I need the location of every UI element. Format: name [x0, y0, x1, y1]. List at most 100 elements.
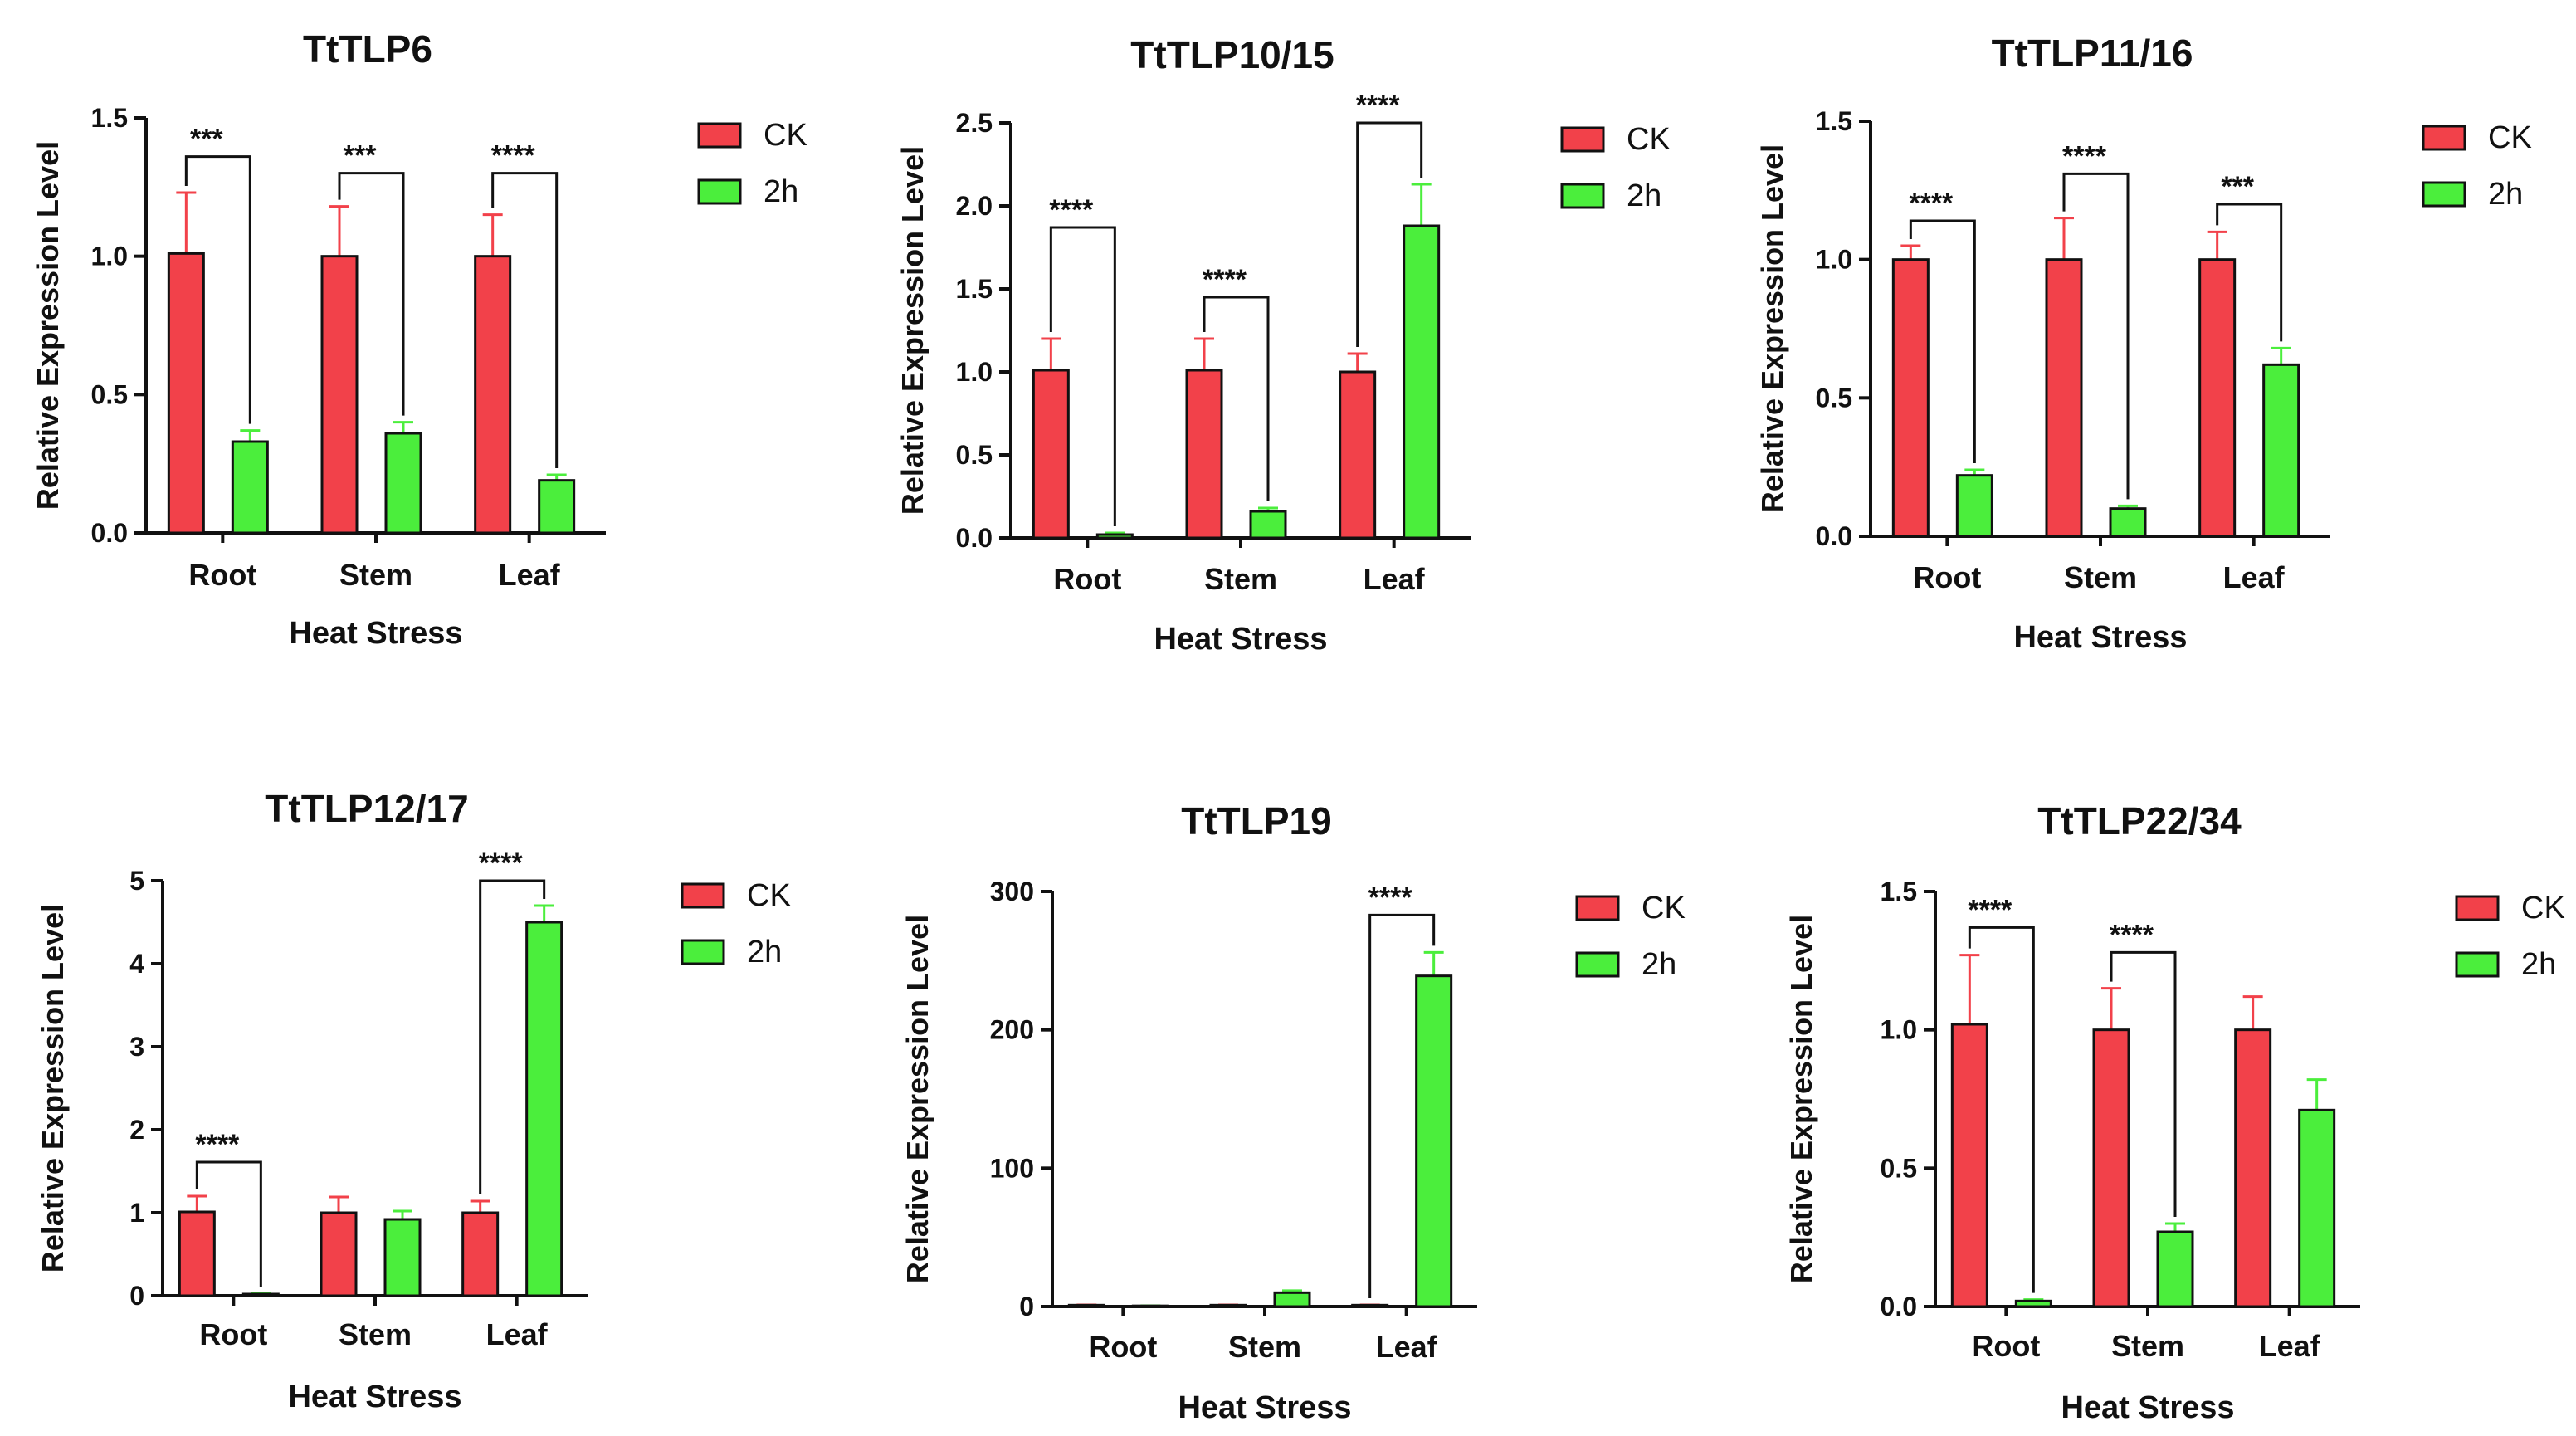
chart-panel-1: TtTLP6 0.0 0.5 1.0 1.5 Relative Expression Le…	[31, 27, 807, 651]
chart-title: TtTLP11/16	[1992, 32, 2193, 75]
significance-label: ****	[1909, 188, 1954, 219]
x-tick-label: Leaf	[2259, 1329, 2321, 1363]
bar-2h-root	[231, 440, 269, 535]
y-tick-label: 1.0	[1816, 245, 1852, 275]
significance-bracket	[1356, 121, 1423, 347]
bar-2h-stem	[383, 1218, 422, 1297]
significance-label: ****	[1968, 894, 2013, 926]
bar-ck-leaf	[461, 1211, 500, 1297]
bar-ck-stem	[1185, 369, 1223, 540]
significance-label: ****	[1368, 882, 1413, 913]
chart-panel-4: TtTLP12/17 0 1 2 3 4 5 Relative Expression Leve…	[36, 787, 791, 1414]
significance-label: ***	[190, 124, 223, 155]
chart-title: TtTLP19	[1181, 799, 1331, 843]
legend-label-2h: 2h	[764, 174, 798, 209]
legend-swatch-ck	[2455, 895, 2500, 921]
significance-label: ****	[195, 1129, 240, 1160]
bar-ck-root	[1950, 1023, 1988, 1308]
x-tick-label: Leaf	[1376, 1330, 1438, 1364]
bar-2h-root	[1095, 533, 1134, 540]
legend-swatch-2h	[1560, 183, 1605, 209]
y-tick-label: 0	[129, 1281, 144, 1311]
significance-bracket	[2062, 172, 2130, 500]
y-tick-label: 2	[129, 1115, 144, 1145]
bar-ck-leaf	[2234, 1028, 2272, 1308]
bar-ck-root	[1032, 369, 1070, 540]
x-tick-label: Root	[1913, 560, 1981, 594]
bar-ck-stem	[320, 1211, 358, 1297]
y-axis-label: Relative Expression Level	[36, 904, 70, 1272]
x-tick-label: Root	[1053, 562, 1121, 596]
x-axis-label: Heat Stress	[2061, 1390, 2234, 1425]
significance-label: ****	[2110, 919, 2154, 950]
y-tick-label: 300	[990, 877, 1034, 906]
bar-2h-stem	[2109, 507, 2147, 538]
bar-2h-stem	[384, 432, 422, 535]
bar-2h-stem	[2156, 1230, 2194, 1308]
x-tick-label: Stem	[2064, 560, 2137, 594]
legend-swatch-2h	[681, 939, 725, 965]
x-tick-label: Stem	[1228, 1330, 1301, 1364]
legend-swatch-ck	[697, 122, 742, 149]
legend-swatch-2h	[2422, 181, 2466, 208]
x-axis-label: Heat Stress	[288, 1380, 461, 1414]
bar-2h-root	[1955, 474, 1993, 538]
legend-label-ck: CK	[2521, 891, 2565, 926]
y-tick-label: 200	[990, 1015, 1034, 1045]
significance-bracket	[195, 1160, 262, 1287]
bar-ck-leaf	[1339, 370, 1377, 540]
x-tick-label: Stem	[2111, 1329, 2184, 1363]
bar-ck-leaf	[1351, 1303, 1389, 1308]
significance-bracket	[184, 155, 251, 424]
legend-swatch-ck	[1560, 126, 1605, 153]
x-axis-label: Heat Stress	[289, 616, 462, 651]
bar-2h-leaf	[2262, 363, 2300, 538]
significance-label: ****	[1203, 264, 1247, 296]
y-tick-label: 0.5	[1881, 1153, 1917, 1183]
x-tick-label: Leaf	[486, 1317, 549, 1351]
y-tick-label: 1.0	[1881, 1015, 1917, 1045]
chart-title: TtTLP22/34	[2037, 799, 2242, 843]
bar-ck-root	[1067, 1303, 1105, 1308]
y-tick-label: 1.5	[956, 274, 993, 304]
y-tick-label: 0.5	[91, 379, 128, 409]
x-tick-label: Root	[1972, 1329, 2040, 1363]
y-tick-label: 0.0	[956, 523, 993, 553]
y-tick-label: 0.0	[1816, 521, 1852, 551]
significance-bracket	[338, 172, 405, 416]
bar-ck-root	[1891, 258, 1930, 538]
legend-label-ck: CK	[764, 118, 807, 153]
x-axis-label: Heat Stress	[1178, 1390, 1351, 1425]
significance-label: ***	[344, 140, 377, 172]
y-tick-label: 100	[990, 1153, 1034, 1183]
y-tick-label: 0.0	[1881, 1292, 1917, 1321]
significance-label: ****	[479, 847, 524, 879]
bar-ck-leaf	[474, 255, 512, 535]
y-tick-label: 0.5	[1816, 383, 1852, 413]
legend-label-2h: 2h	[747, 935, 782, 970]
significance-label: ****	[1356, 90, 1401, 121]
significance-bracket	[2216, 203, 2283, 342]
legend-label-ck: CK	[1642, 891, 1686, 926]
x-tick-label: Root	[188, 558, 256, 592]
y-tick-label: 2.0	[956, 191, 993, 221]
legend-swatch-2h	[697, 178, 742, 205]
significance-bracket	[1203, 296, 1270, 501]
legend-swatch-ck	[681, 882, 725, 909]
legend-label-2h: 2h	[1627, 178, 1661, 213]
x-tick-label: Leaf	[2223, 560, 2286, 594]
y-axis-label: Relative Expression Level	[1755, 144, 1789, 513]
y-tick-label: 1.0	[91, 242, 128, 271]
legend-label-ck: CK	[1627, 122, 1671, 157]
legend-label-ck: CK	[747, 878, 791, 913]
significance-label: ****	[491, 140, 536, 172]
bar-ck-stem	[2092, 1028, 2130, 1308]
x-tick-label: Stem	[1204, 562, 1277, 596]
bar-2h-leaf	[2298, 1108, 2336, 1308]
significance-label: ***	[2221, 171, 2254, 203]
x-tick-label: Stem	[339, 558, 412, 592]
chart-title: TtTLP10/15	[1130, 33, 1334, 76]
significance-bracket	[491, 172, 559, 468]
y-tick-label: 1.0	[956, 357, 993, 387]
x-tick-label: Leaf	[499, 558, 561, 592]
